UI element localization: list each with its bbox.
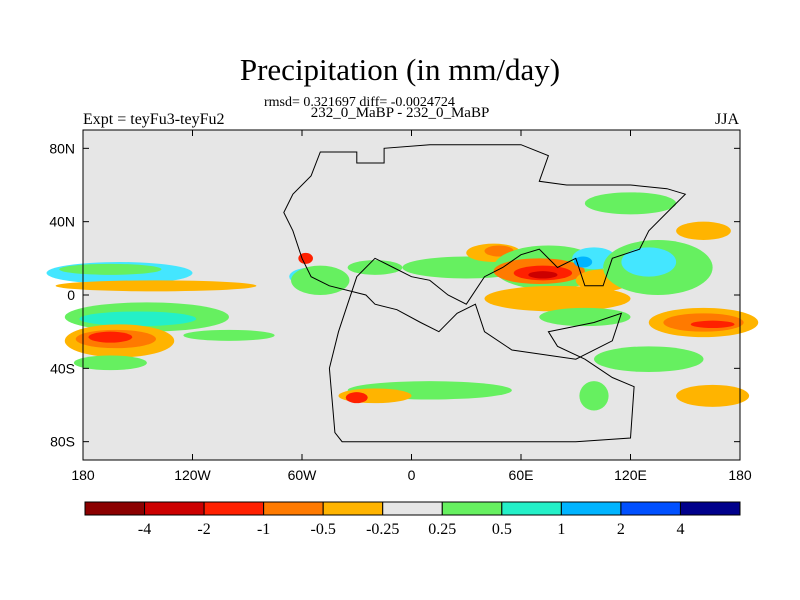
region-asia-cyan-inner — [573, 256, 593, 268]
map-axes: 180 120W 60W 0 60E 120E 180 80N 40N 0 40S 80S — [49, 130, 752, 483]
region-southern-rain-red — [345, 392, 368, 404]
chart-title: Precipitation (in mm/day) — [239, 52, 561, 87]
colorbar-swatch — [620, 501, 681, 516]
region-australia-south-green — [594, 346, 704, 372]
region-pacific-nh-tropics-core — [59, 263, 162, 275]
colorbar-swatch — [441, 501, 503, 516]
stats-label: rmsd= 0.321697 diff= -0.0024724 — [264, 95, 455, 110]
colorbar-swatch — [203, 501, 265, 516]
region-south-pacific-east-peak — [690, 320, 735, 329]
colorbar-swatch — [144, 501, 205, 516]
colorbar-swatch — [382, 501, 443, 516]
region-far-south-east — [579, 381, 609, 411]
region-north-asia-green — [584, 192, 677, 215]
experiment-label: Expt = teyFu3-teyFu2 — [83, 111, 225, 128]
continent-outline — [283, 144, 687, 443]
x-tick-label: 120E — [614, 467, 647, 483]
colorbar-label: 0.5 — [492, 521, 512, 538]
map-background — [83, 130, 740, 460]
x-tick-label: 180 — [728, 467, 752, 483]
colorbar-label: 4 — [676, 521, 684, 538]
colorbar-label: 1 — [557, 521, 565, 538]
colorbar-label: -0.25 — [366, 521, 399, 538]
region-indian-ocean-green — [539, 307, 631, 327]
anomaly-regions — [46, 192, 759, 411]
x-tick-label: 0 — [408, 467, 416, 483]
colorbar: -4 -2 -1 -0.5 -0.25 0.25 0.5 1 2 4 — [84, 501, 741, 538]
colorbar-label: 2 — [617, 521, 625, 538]
region-pacific-sh-rain-peak — [88, 331, 133, 343]
y-tick-label: 0 — [67, 287, 75, 303]
colorbar-swatch — [263, 501, 324, 516]
x-tick-label: 60E — [509, 467, 534, 483]
colorbar-label: -4 — [138, 521, 151, 538]
colorbar-swatch — [501, 501, 562, 516]
region-pacific-equator — [55, 280, 257, 292]
subtitle-label: 232_0_MaBP - 232_0_MaBP — [310, 105, 490, 121]
region-pacific-sh-south — [73, 355, 147, 371]
colorbar-label: -2 — [197, 521, 210, 538]
region-pacific-sh-band-inner — [79, 311, 197, 327]
region-west-pacific-cyan — [621, 247, 677, 277]
region-caribbean-red — [298, 252, 313, 264]
region-southern-ocean-yellow — [676, 384, 750, 407]
y-tick-label: 40S — [50, 360, 75, 376]
region-west-pacific-yellow — [676, 221, 731, 240]
season-label: JJA — [715, 111, 740, 128]
x-tick-label: 120W — [174, 467, 211, 483]
colorbar-swatch — [322, 501, 384, 516]
y-tick-label: 80S — [50, 434, 75, 450]
region-central-pacific-mid — [183, 329, 275, 341]
region-indian-ocean-orange — [484, 285, 631, 312]
y-tick-label: 40N — [49, 214, 75, 230]
region-atlantic-nh — [347, 260, 403, 275]
colorbar-swatch — [560, 501, 622, 516]
x-tick-label: 180 — [71, 467, 95, 483]
colorbar-label: -1 — [257, 521, 270, 538]
y-tick-label: 80N — [49, 140, 75, 156]
colorbar-label: 0.25 — [428, 521, 456, 538]
colorbar-swatch — [84, 501, 146, 516]
region-caribbean-patch-green — [291, 265, 350, 296]
colorbar-label: -0.5 — [311, 521, 336, 538]
map-area — [46, 129, 759, 461]
colorbar-swatch — [679, 501, 741, 516]
x-tick-label: 60W — [288, 467, 318, 483]
region-monsoon-darkred — [528, 271, 558, 279]
